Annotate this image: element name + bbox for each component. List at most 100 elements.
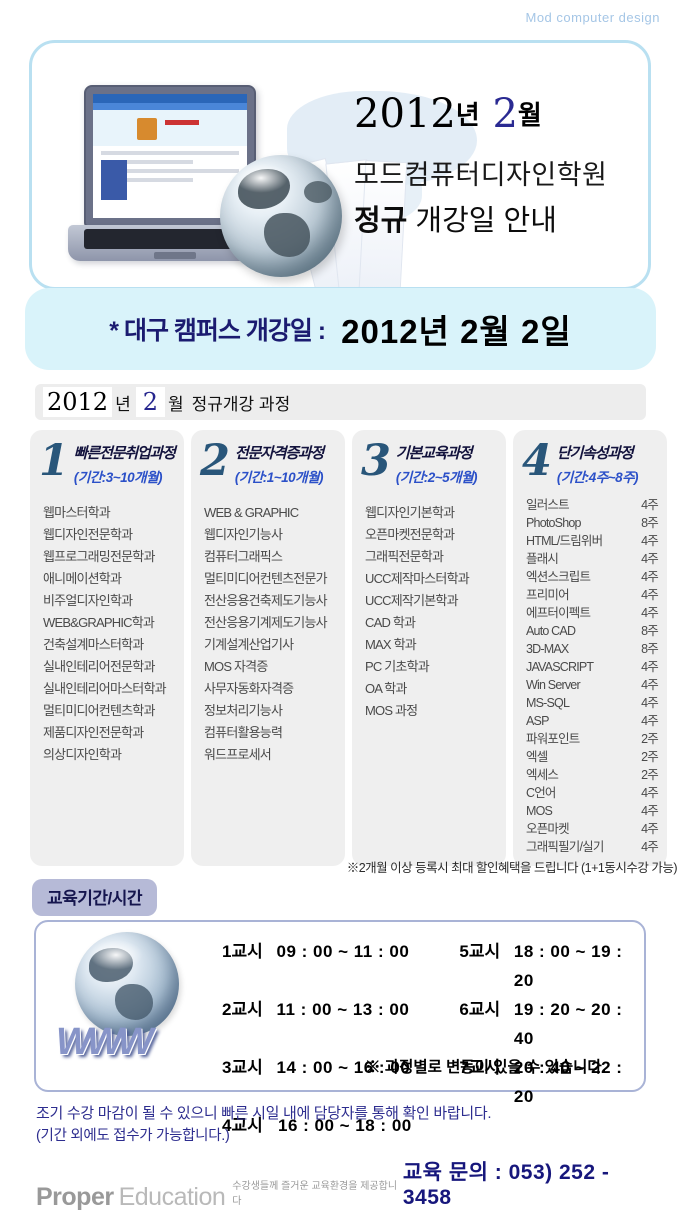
footer-notice-1: 조기 수강 마감이 될 수 있으니 빠른 시일 내에 담당자를 통해 확인 바랍… [36, 1105, 492, 1122]
course-item: 실내인테리어전문학과 [43, 659, 155, 674]
course-item: 프리미어 4주 [526, 586, 659, 604]
course-duration: 4주 [641, 660, 659, 674]
www-letters: WWW [56, 1021, 154, 1063]
course-panel-employment: 1 빠른전문취업과정 (기간:3~10개월) 웹마스터학과 웹디자인전문학과 웹프로… [30, 430, 184, 866]
period-label: 1교시 [222, 942, 263, 961]
course-duration: 4주 [641, 588, 659, 602]
course-item: CAD 학과 [365, 615, 416, 630]
course-item: JAVASCRIPT 4주 [526, 658, 659, 676]
course-name: Auto CAD [526, 624, 576, 638]
course-item: 그래픽전문학과 [365, 549, 444, 564]
course-item: Win Server 4주 [526, 676, 659, 694]
course-name: HTML/드림위버 [526, 534, 603, 548]
course-item: 웹프로그래밍전문학과 [43, 549, 155, 564]
course-item: 멀티미디어컨텐츠학과 [43, 703, 155, 718]
panel-number: 1 [39, 436, 69, 486]
course-item: MS-SQL 4주 [526, 694, 659, 712]
course-duration: 8주 [641, 624, 659, 638]
footer-notice-2: (기간 외에도 접수가 가능합니다.) [36, 1128, 230, 1144]
period-label: 2교시 [222, 1000, 263, 1019]
course-item: 건축설계마스터학과 [43, 637, 144, 652]
course-item: 엑션스크립트 4주 [526, 568, 659, 586]
banner-label: * 대구 캠퍼스 개강일 : [109, 317, 326, 345]
course-duration: 4주 [641, 822, 659, 836]
period-time: 09 : 00 ~ 11 : 00 [276, 942, 410, 961]
course-item: 멀티미디어컨텐츠전문가 [204, 571, 328, 586]
section-month-suffix: 월 [168, 394, 184, 414]
course-item: 컴퓨터그래픽스 [204, 549, 283, 564]
course-item: HTML/드림위버 4주 [526, 532, 659, 550]
laptop-screen-website [93, 94, 247, 218]
hero-year-suffix: 년 [455, 100, 480, 130]
course-item: 웹디자인기능사 [204, 527, 283, 542]
course-item: 웹마스터학과 [43, 505, 111, 520]
course-item: 정보처리기능사 [204, 703, 283, 718]
course-name: 플래시 [526, 552, 559, 566]
course-item: WEB & GRAPHIC [204, 505, 299, 520]
course-duration: 4주 [641, 696, 659, 710]
course-item: MOS 4주 [526, 802, 659, 820]
course-duration: 4주 [641, 498, 659, 512]
course-name: MOS [526, 804, 553, 818]
course-name: 오픈마켓 [526, 822, 570, 836]
course-item: PhotoShop 8주 [526, 514, 659, 532]
course-duration: 4주 [641, 678, 659, 692]
course-list: WEB & GRAPHIC 웹디자인기능사 컴퓨터그래픽스 멀티미디어컨텐츠전문가 전산… [200, 502, 338, 766]
schedule-row: 4교시 16 : 00 ~ 18 : 00 [222, 1111, 644, 1140]
course-name: 엑세스 [526, 768, 559, 782]
period-time: 11 : 00 ~ 13 : 00 [276, 1000, 410, 1019]
course-name: C언어 [526, 786, 556, 800]
hero-subtitle: 정규 개강일 안내 [354, 197, 639, 239]
course-name: 엑셀 [526, 750, 548, 764]
course-item: 오픈마켓 4주 [526, 820, 659, 838]
course-name: 일러스트 [526, 498, 570, 512]
brand-tagline: 수강생들께 즐거운 교육환경을 제공합니다 [232, 1181, 398, 1207]
course-item: UCC제작마스터학과 [365, 571, 470, 586]
course-item: 일러스트 4주 [526, 496, 659, 514]
course-item: 플래시 4주 [526, 550, 659, 568]
course-name: ASP [526, 714, 549, 728]
course-item: 웹디자인전문학과 [43, 527, 133, 542]
course-duration: 4주 [641, 804, 659, 818]
hero-month-suffix: 월 [517, 100, 542, 130]
brand-name-light: Education [118, 1183, 226, 1211]
course-item: ASP 4주 [526, 712, 659, 730]
hero-subtitle-emphasis: 정규 [354, 205, 408, 237]
panel-period: (기간:1~10개월) [234, 470, 324, 485]
www-globe-illustration: WWW [56, 932, 192, 1063]
course-duration: 8주 [641, 642, 659, 656]
section-year-suffix: 년 [115, 394, 131, 414]
brand-logo: Proper Education 수강생들께 즐거운 교육환경을 제공합니다 [36, 1177, 403, 1212]
panel-header: 3 기본교육과정 (기간:2~5개월) [361, 440, 499, 486]
course-item: 실내인테리어마스터학과 [43, 681, 167, 696]
course-name: JAVASCRIPT [526, 660, 594, 674]
panel-period: (기간:2~5개월) [395, 470, 478, 485]
course-panel-basic: 3 기본교육과정 (기간:2~5개월) 웹디자인기본학과 오픈마켓전문학과 그래픽전… [352, 430, 506, 866]
academy-name: 모드컴퓨터디자인학원 [354, 160, 608, 190]
discount-note: ※2개월 이상 등록시 최대 할인혜택을 드립니다 (1+1동시수강 가능) [346, 861, 678, 875]
panel-period: (기간:4주~8주) [556, 470, 639, 485]
course-list: 웹디자인기본학과 오픈마켓전문학과 그래픽전문학과 UCC제작마스터학과 UCC제작기본… [361, 502, 499, 722]
course-name: 프리미어 [526, 588, 570, 602]
course-item: Auto CAD 8주 [526, 622, 659, 640]
globe-illustration [220, 155, 342, 277]
course-item: MAX 학과 [365, 637, 417, 652]
period-label: 3교시 [222, 1058, 263, 1077]
course-duration: 4주 [641, 534, 659, 548]
period-time: 20 : 40 ~ 22 : 20 [513, 1058, 623, 1106]
campus-opening-banner: * 대구 캠퍼스 개강일 : 2012년 2월 2일 [25, 288, 656, 370]
schedule-rows: 1교시 09 : 00 ~ 11 : 00 5교시 18 : 00 ~ 19 :… [222, 937, 644, 1140]
schedule-row: 2교시 11 : 00 ~ 13 : 00 6교시 19 : 20 ~ 20 :… [222, 995, 644, 1053]
period-label: 5교시 [459, 942, 501, 961]
course-duration: 8주 [641, 516, 659, 530]
course-name: 에프터이펙트 [526, 606, 591, 620]
course-item: 컴퓨터활용능력 [204, 725, 283, 740]
course-columns: 1 빠른전문취업과정 (기간:3~10개월) 웹마스터학과 웹디자인전문학과 웹프로… [30, 430, 667, 866]
panel-header: 2 전문자격증과정 (기간:1~10개월) [200, 440, 338, 486]
course-item: 그래픽필기/실기 4주 [526, 838, 659, 856]
course-name: 파워포인트 [526, 732, 580, 746]
panel-title: 기본교육과정 [395, 445, 473, 462]
course-item: MOS 과정 [365, 703, 418, 718]
contact-phone: 교육 문의 : 053) 252 - 3458 [402, 1161, 610, 1209]
course-duration: 2주 [641, 768, 659, 782]
